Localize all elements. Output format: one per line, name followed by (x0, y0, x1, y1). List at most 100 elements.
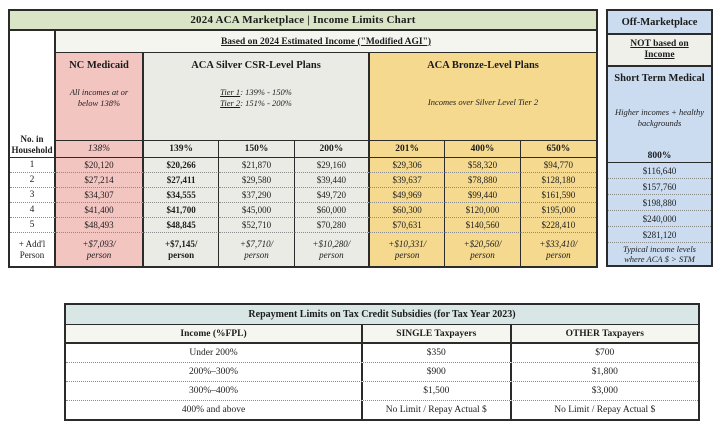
other-limit: $700 (595, 348, 615, 358)
income-value: $140,560 (445, 218, 521, 233)
group-header-silver: ACA Silver CSR-Level Plans Tier 1: 139% … (144, 53, 370, 141)
bronze-title: ACA Bronze-Level Plans (427, 60, 539, 71)
main-table-subtitle: Based on 2024 Estimated Income ("Modifie… (56, 31, 596, 53)
percent-header-200: 200% (294, 141, 370, 158)
income-value: $52,710 (219, 218, 295, 233)
single-limit: $1,500 (363, 382, 512, 400)
repayment-table-header-row: Income (%FPL) SINGLE Taxpayers OTHER Tax… (66, 325, 698, 344)
household-size: 2 (10, 173, 56, 188)
income-value: $29,160 (294, 158, 370, 173)
other-limit: No Limit / Repay Actual $ (554, 405, 656, 415)
percent-header-138: 138% (56, 141, 144, 158)
household-size: 5 (10, 218, 56, 233)
short-term-medical-header: Short Term Medical Higher incomes + heal… (608, 67, 711, 163)
addl-person-label: + Add'l Person (10, 233, 56, 266)
income-value: $27,411 (144, 173, 220, 188)
short-term-medical-note: Higher incomes + healthy backgrounds (614, 106, 705, 128)
column-header-income: Income (%FPL) (66, 325, 364, 342)
fpl-range: 300%–400% (66, 382, 364, 400)
income-value: $34,555 (144, 188, 220, 203)
income-value: $41,700 (144, 203, 220, 218)
off-marketplace-header: Off-Marketplace (608, 11, 711, 35)
repayment-row: Under 200% $350 $700 (66, 344, 698, 363)
income-value: $45,000 (219, 203, 295, 218)
stm-income-value: $281,120 (608, 227, 711, 243)
income-limits-table: 2024 ACA Marketplace | Income Limits Cha… (8, 9, 598, 268)
stm-income-value: $157,760 (608, 179, 711, 195)
group-header-medicaid: NC Medicaid All incomes at or below 138% (56, 53, 144, 141)
row-header-line2: Household (11, 144, 53, 155)
income-value: $120,000 (445, 203, 521, 218)
row-header-label: No. in Household (10, 31, 56, 158)
income-value: $29,580 (219, 173, 295, 188)
single-limit: No Limit / Repay Actual $ (363, 401, 512, 419)
percent-header-150: 150% (219, 141, 295, 158)
addl-person-value: +$7,710/ person (219, 233, 295, 266)
household-size: 3 (10, 188, 56, 203)
repayment-row: 300%–400% $1,500 $3,000 (66, 382, 698, 401)
off-marketplace-panel: Off-Marketplace NOT based on Income Shor… (606, 9, 713, 267)
fpl-range: Under 200% (66, 344, 364, 362)
silver-title: ACA Silver CSR-Level Plans (191, 60, 321, 71)
short-term-medical-title: Short Term Medical (614, 73, 705, 84)
income-value: $228,410 (520, 218, 596, 233)
bronze-note: Incomes over Silver Level Tier 2 (427, 97, 539, 107)
income-value: $70,280 (294, 218, 370, 233)
income-value: $60,300 (370, 203, 446, 218)
percent-header-650: 650% (520, 141, 596, 158)
stm-income-value: $240,000 (608, 211, 711, 227)
percent-header-201: 201% (370, 141, 446, 158)
income-value: $99,440 (445, 188, 521, 203)
other-limit: $1,800 (591, 367, 618, 377)
income-value: $21,870 (219, 158, 295, 173)
single-limit: $350 (363, 344, 512, 362)
income-value: $49,720 (294, 188, 370, 203)
medicaid-title: NC Medicaid (69, 60, 129, 71)
household-size: 1 (10, 158, 56, 173)
group-header-bronze: ACA Bronze-Level Plans Incomes over Silv… (370, 53, 596, 141)
other-limit: $3,000 (591, 386, 618, 396)
addl-person-value: +$10,280/ person (294, 233, 370, 266)
income-value: $20,266 (144, 158, 220, 173)
income-value: $78,880 (445, 173, 521, 188)
income-value: $29,306 (370, 158, 446, 173)
percent-header-400: 400% (445, 141, 521, 158)
not-based-on-income-note: NOT based on Income (608, 35, 711, 67)
addl-person-value: +$10,331/ person (370, 233, 446, 266)
column-header-single: SINGLE Taxpayers (363, 325, 512, 342)
addl-person-value: +$33,410/ person (520, 233, 596, 266)
silver-tier1-line: Tier 1: 139% - 150% (220, 87, 292, 97)
percent-header-139: 139% (144, 141, 220, 158)
income-value: $41,400 (56, 203, 144, 218)
silver-tiers-note: Tier 1: 139% - 150% Tier 2: 151% - 200% (220, 87, 292, 108)
stm-footer-note: Typical income levels where ACA $ > STM (622, 243, 696, 264)
silver-tier2-line: Tier 2: 151% - 200% (220, 97, 292, 108)
household-size: 4 (10, 203, 56, 218)
short-term-medical-section: Short Term Medical Higher incomes + heal… (608, 67, 711, 265)
repayment-limits-table: Repayment Limits on Tax Credit Subsidies… (64, 303, 700, 421)
income-value: $161,590 (520, 188, 596, 203)
medicaid-note: All incomes at or below 138% (69, 87, 129, 108)
row-header-line1: No. in (20, 134, 44, 145)
repayment-row: 400% and above No Limit / Repay Actual $… (66, 401, 698, 419)
income-value: $39,637 (370, 173, 446, 188)
addl-person-value: +$7,093/ person (56, 233, 144, 266)
income-value: $48,493 (56, 218, 144, 233)
fpl-range: 400% and above (66, 401, 364, 419)
addl-person-value: +$20,560/ person (445, 233, 521, 266)
income-value: $58,320 (445, 158, 521, 173)
income-value: $70,631 (370, 218, 446, 233)
income-value: $34,307 (56, 188, 144, 203)
fpl-range: 200%–300% (66, 363, 364, 381)
stm-income-value: $198,880 (608, 195, 711, 211)
income-value: $60,000 (294, 203, 370, 218)
income-value: $195,000 (520, 203, 596, 218)
income-value: $49,969 (370, 188, 446, 203)
repayment-row: 200%–300% $900 $1,800 (66, 363, 698, 382)
income-value: $27,214 (56, 173, 144, 188)
income-value: $37,290 (219, 188, 295, 203)
single-limit: $900 (363, 363, 512, 381)
income-value: $94,770 (520, 158, 596, 173)
income-value: $48,845 (144, 218, 220, 233)
